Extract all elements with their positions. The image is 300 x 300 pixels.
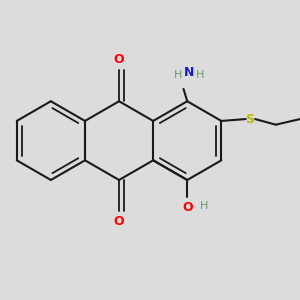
Text: H: H <box>196 70 205 80</box>
Text: S: S <box>245 112 254 126</box>
Text: O: O <box>114 215 124 228</box>
Text: H: H <box>200 201 208 211</box>
Text: O: O <box>182 201 193 214</box>
Text: H: H <box>174 70 182 80</box>
Text: N: N <box>184 66 194 79</box>
Text: O: O <box>114 53 124 66</box>
